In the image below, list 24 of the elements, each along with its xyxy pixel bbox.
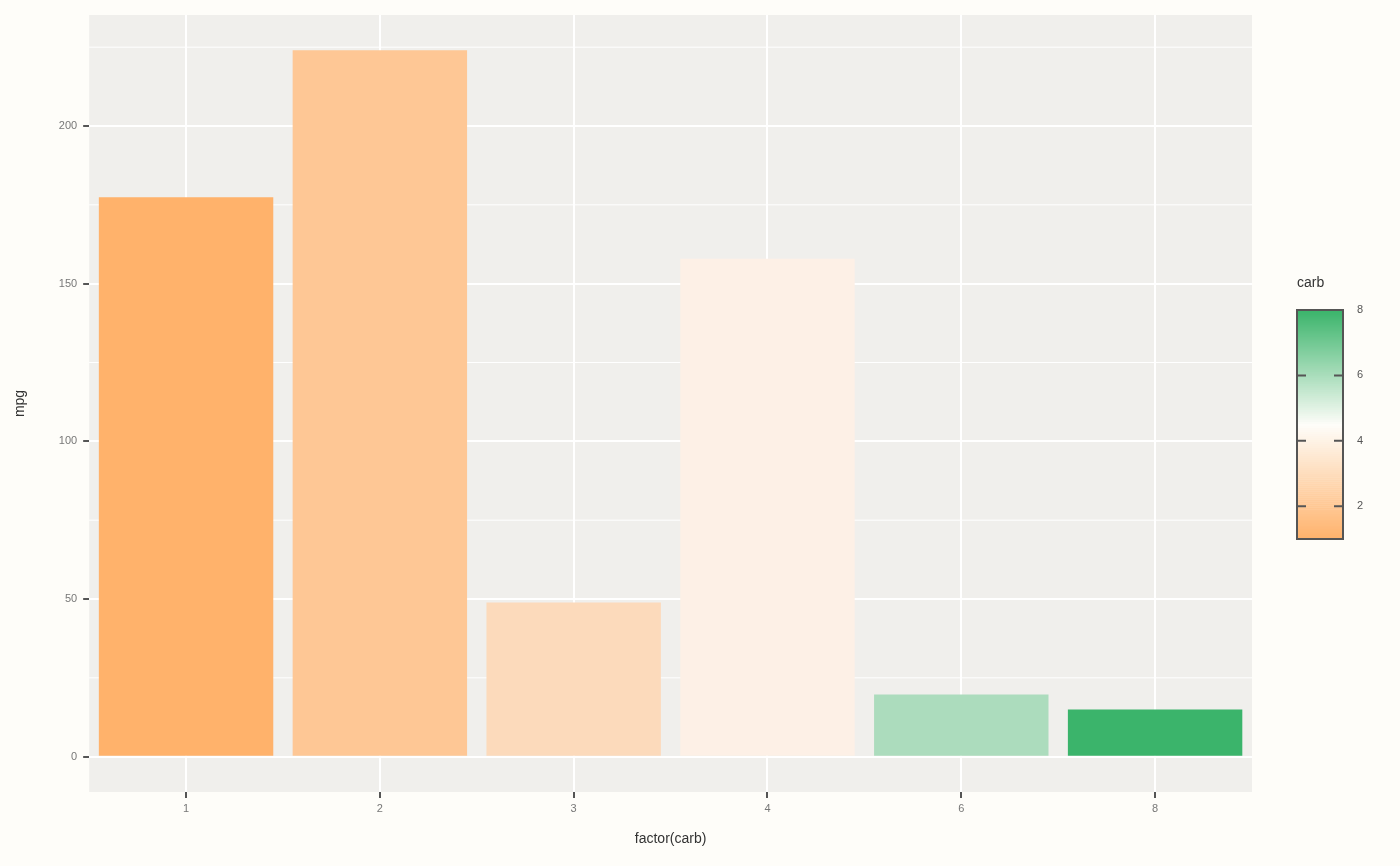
x-tick-label: 6 xyxy=(958,801,965,814)
bar xyxy=(1067,709,1243,756)
color-bar-label: 8 xyxy=(1357,303,1364,316)
x-tick-label: 8 xyxy=(1152,801,1159,814)
color-bar-label: 4 xyxy=(1357,433,1364,446)
y-axis-title: mpg xyxy=(11,389,28,418)
bar xyxy=(98,197,274,756)
x-tick-label: 2 xyxy=(376,801,383,814)
color-bar-label: 6 xyxy=(1357,368,1364,381)
x-tick-label: 1 xyxy=(182,801,190,814)
color-bar-title: carb xyxy=(1297,274,1325,290)
bar xyxy=(292,50,468,756)
y-tick-label: 100 xyxy=(58,434,78,447)
x-tick-label: 3 xyxy=(570,801,577,814)
bar xyxy=(874,694,1049,756)
bar xyxy=(486,602,661,756)
y-tick-label: 0 xyxy=(71,749,78,762)
color-bar-label: 2 xyxy=(1357,499,1364,512)
y-tick-label: 150 xyxy=(58,276,78,289)
y-tick-label: 200 xyxy=(58,119,78,132)
y-tick-label: 50 xyxy=(64,592,78,605)
x-tick-label: 4 xyxy=(764,801,771,814)
x-axis-title: factor(carb) xyxy=(634,830,707,847)
bar xyxy=(680,258,855,756)
